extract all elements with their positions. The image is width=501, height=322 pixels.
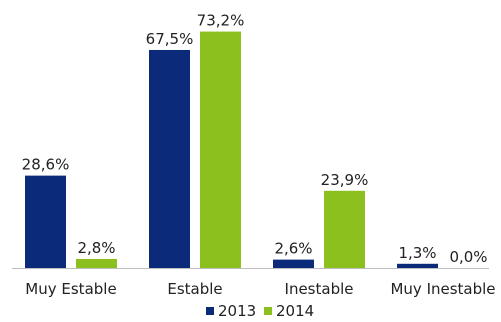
- data-label-2014-0: 2,8%: [77, 239, 115, 257]
- data-label-2014-3: 0,0%: [449, 248, 487, 266]
- legend-swatch-2014: [264, 307, 272, 315]
- category-label-2: Inestable: [285, 280, 354, 298]
- data-label-2013-0: 28,6%: [22, 156, 70, 174]
- category-label-0: Muy Estable: [25, 280, 116, 298]
- bars-group: [25, 31, 438, 269]
- bar-2013-0: [25, 175, 66, 268]
- legend: 2013 2014: [206, 302, 314, 320]
- data-label-2013-2: 2,6%: [274, 240, 312, 258]
- category-label-1: Estable: [167, 280, 222, 298]
- legend-label-2014: 2014: [276, 302, 314, 320]
- bar-2013-1: [149, 49, 190, 268]
- bar-2014-1: [200, 31, 241, 269]
- bar-2014-0: [76, 258, 117, 268]
- data-label-2014-2: 23,9%: [321, 171, 369, 189]
- bar-2013-2: [273, 259, 314, 268]
- category-label-3: Muy Inestable: [390, 280, 495, 298]
- category-labels-group: Muy Estable Estable Inestable Muy Inestable: [25, 280, 495, 298]
- legend-label-2013: 2013: [218, 302, 256, 320]
- value-labels-group: 28,6% 2,8% 67,5%73,2% 2,6% 23,9% 1,3% 0,0%: [22, 12, 488, 266]
- bar-2014-2: [324, 190, 365, 268]
- legend-swatch-2013: [206, 307, 214, 315]
- bar-2013-3: [397, 263, 438, 268]
- data-label-2013-1: 67,5%: [146, 30, 194, 48]
- data-label-2014-1: 73,2%: [197, 12, 245, 30]
- data-label-2013-3: 1,3%: [398, 244, 436, 262]
